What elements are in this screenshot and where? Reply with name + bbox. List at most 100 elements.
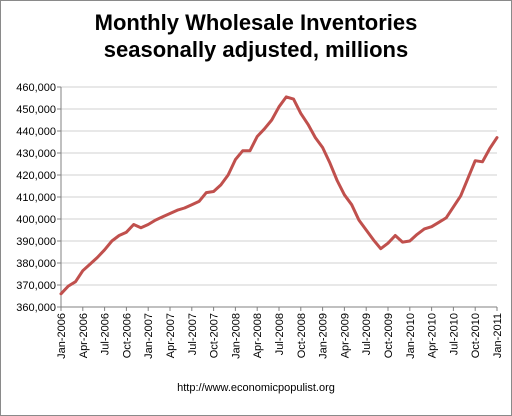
x-tick-label: Jul-2010	[448, 313, 460, 355]
data-point	[402, 241, 404, 243]
data-point	[104, 249, 106, 251]
data-point	[416, 233, 418, 235]
data-point	[438, 221, 440, 223]
data-point	[481, 161, 483, 163]
data-point	[358, 219, 360, 221]
x-tick-label: Jul-2006	[100, 313, 112, 355]
data-point	[169, 213, 171, 214]
data-point	[140, 227, 142, 229]
x-tick-label: Oct-2006	[121, 313, 133, 358]
data-point	[227, 174, 229, 176]
data-point	[205, 192, 207, 194]
data-point	[154, 219, 156, 221]
data-point	[111, 240, 113, 242]
x-tick-label: Oct-2010	[470, 313, 482, 358]
data-point	[329, 162, 331, 164]
data-point	[380, 248, 382, 250]
data-point	[118, 235, 120, 236]
data-point	[496, 137, 498, 139]
data-point	[300, 112, 302, 114]
data-point	[213, 191, 215, 192]
chart-title-line2: seasonally adjusted, millions	[103, 37, 409, 62]
x-tick-label: Jan-2009	[318, 313, 330, 359]
data-point	[293, 98, 295, 100]
data-point	[322, 147, 324, 148]
y-tick-label: 370,000	[16, 280, 56, 292]
data-point	[184, 207, 186, 209]
data-point	[336, 180, 338, 181]
y-tick-label: 460,000	[16, 82, 56, 94]
x-tick-label: Apr-2008	[252, 313, 264, 358]
chart-title: Monthly Wholesale Inventories seasonally…	[1, 9, 511, 63]
x-tick-label: Jul-2009	[361, 313, 373, 355]
data-point	[452, 206, 454, 208]
data-point	[263, 128, 265, 130]
data-point	[133, 224, 135, 225]
data-point	[162, 216, 164, 218]
data-point	[176, 209, 178, 211]
data-point	[60, 293, 62, 295]
y-tick-label: 440,000	[16, 126, 56, 138]
y-tick-label: 410,000	[16, 192, 56, 204]
y-tick-label: 360,000	[16, 302, 56, 314]
data-point	[271, 119, 273, 121]
data-point	[220, 184, 222, 186]
x-tick-label: Oct-2008	[296, 313, 308, 358]
chart-title-line1: Monthly Wholesale Inventories	[94, 10, 418, 35]
data-point	[96, 257, 98, 258]
data-point	[234, 159, 236, 161]
data-point	[256, 136, 258, 137]
y-tick-label: 430,000	[16, 148, 56, 160]
x-tick-label: Jan-2008	[230, 313, 242, 359]
data-point	[423, 228, 425, 230]
data-point	[191, 204, 193, 206]
data-point	[431, 226, 433, 228]
x-tick-label: Jan-2006	[56, 313, 68, 359]
data-point	[387, 242, 389, 244]
data-point	[474, 160, 476, 162]
data-point	[467, 177, 469, 179]
data-point	[445, 217, 447, 219]
data-point	[147, 224, 149, 225]
x-tick-label: Apr-2009	[339, 313, 351, 358]
data-point	[489, 148, 491, 150]
x-tick-label: Apr-2006	[78, 313, 90, 358]
data-point	[278, 106, 280, 108]
x-tick-label: Jan-2011	[492, 313, 504, 358]
x-tick-label: Jan-2007	[143, 313, 155, 359]
data-point	[249, 150, 251, 152]
data-point	[351, 204, 353, 206]
x-tick-label: Oct-2007	[209, 313, 221, 358]
data-point	[365, 229, 367, 231]
data-point	[343, 194, 345, 196]
y-tick-label: 450,000	[16, 104, 56, 116]
data-point	[125, 231, 127, 233]
data-point	[198, 200, 200, 202]
data-point	[82, 270, 84, 272]
data-point	[460, 195, 462, 197]
x-tick-label: Apr-2010	[427, 313, 439, 358]
y-tick-label: 400,000	[16, 214, 56, 226]
data-point	[394, 235, 396, 236]
y-tick-label: 380,000	[16, 258, 56, 270]
y-tick-label: 390,000	[16, 236, 56, 248]
x-tick-label: Jul-2007	[187, 313, 199, 355]
x-tick-label: Oct-2009	[383, 313, 395, 358]
source-url: http://www.economicpopulist.org	[177, 382, 335, 394]
data-point	[307, 123, 309, 125]
y-tick-label: 420,000	[16, 170, 56, 182]
x-tick-label: Apr-2007	[165, 313, 177, 358]
series-line	[59, 95, 499, 296]
data-point	[67, 285, 69, 287]
data-point	[409, 240, 411, 242]
data-point	[242, 150, 244, 152]
x-tick-label: Jul-2008	[274, 313, 286, 355]
x-tick-label: Jan-2010	[405, 313, 417, 359]
data-point	[372, 239, 374, 241]
data-point	[89, 263, 91, 265]
data-point	[314, 137, 316, 139]
data-point	[75, 281, 77, 283]
data-point	[285, 96, 287, 98]
